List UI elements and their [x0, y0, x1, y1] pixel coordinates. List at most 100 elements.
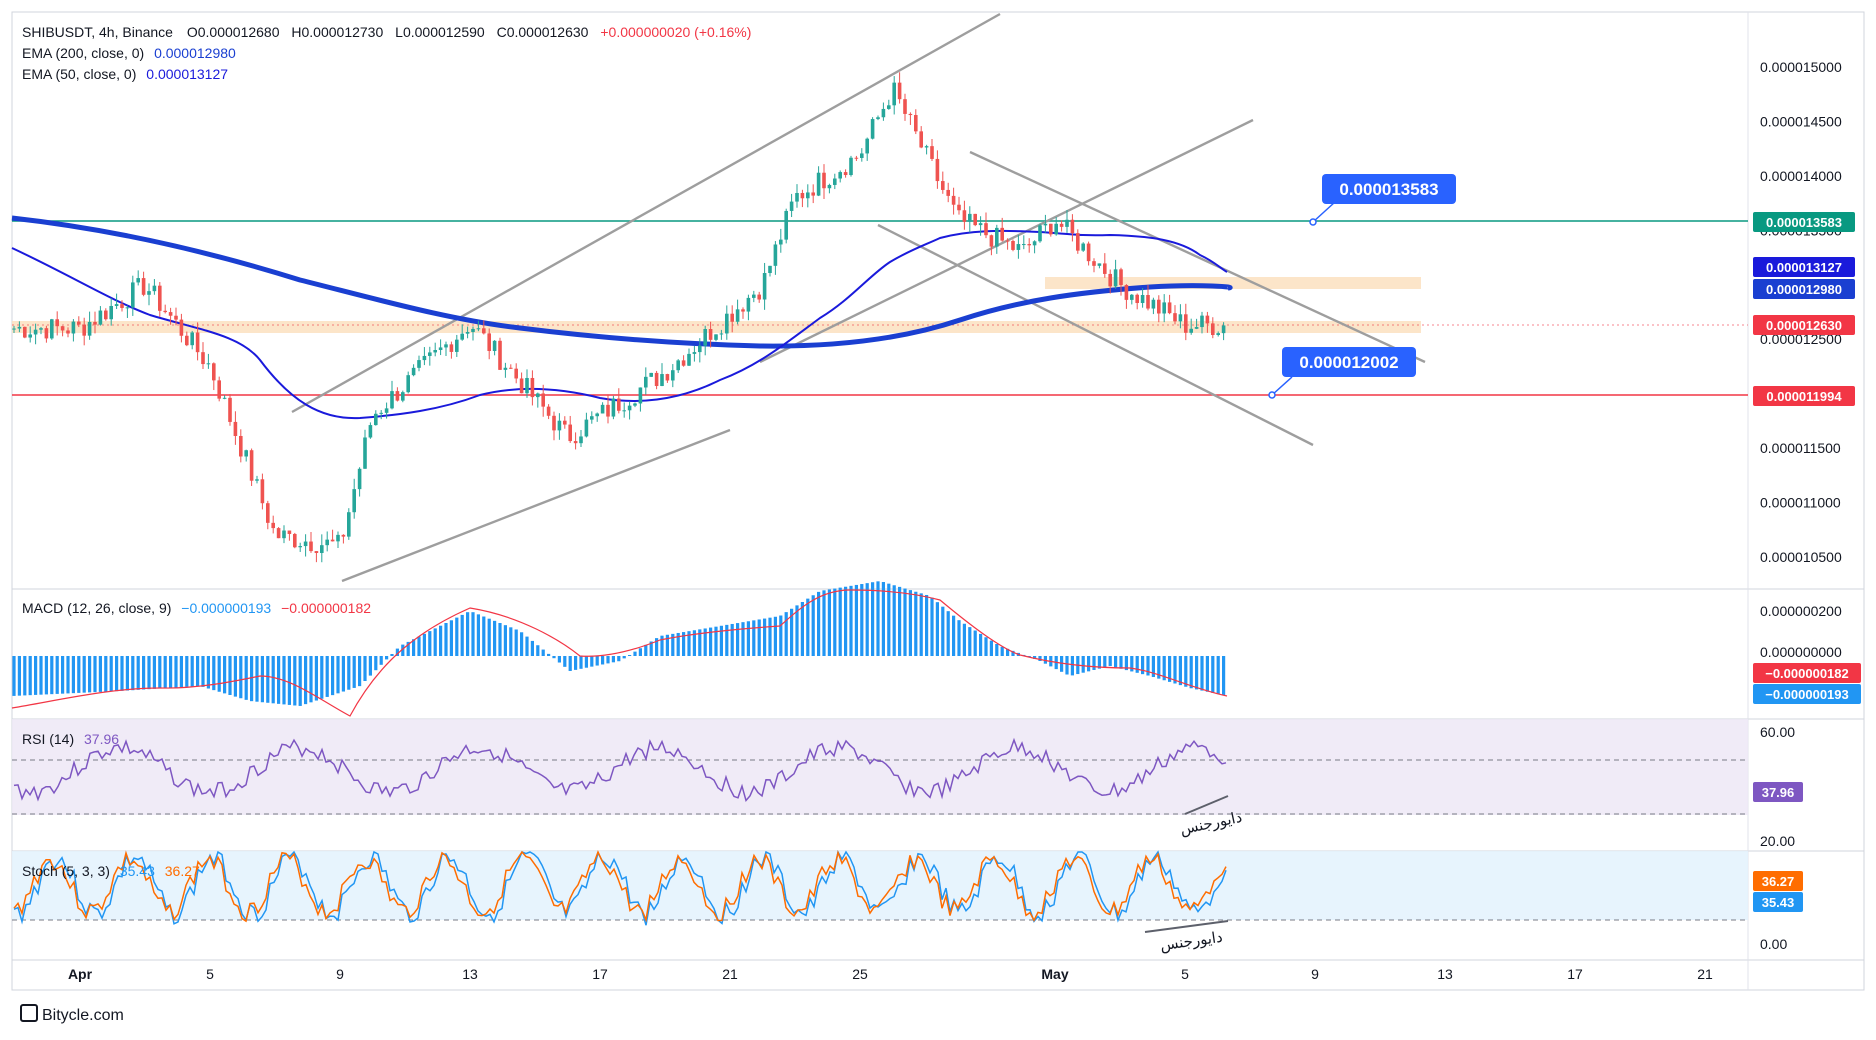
- macd-bar: [44, 656, 48, 695]
- macd-bar: [498, 623, 502, 656]
- macd-bar: [271, 656, 275, 704]
- legend-ema50: EMA (50, close, 0) 0.000013127: [22, 66, 228, 82]
- macd-bar: [471, 612, 475, 656]
- macd-bar: [158, 656, 162, 689]
- macd-bar: [752, 620, 756, 656]
- time-axis-label: 21: [1697, 966, 1713, 982]
- candle-body: [509, 367, 513, 369]
- callout-bottom[interactable]: 0.000012002: [1268, 347, 1416, 399]
- macd-bar: [493, 620, 497, 656]
- candle-body: [741, 309, 745, 312]
- macd-bar: [293, 656, 297, 706]
- candle-body: [735, 309, 740, 322]
- candle-body: [1135, 294, 1139, 304]
- candle-body: [552, 415, 556, 431]
- macd-bar: [892, 585, 896, 656]
- macd-bar: [919, 593, 923, 656]
- candle-body: [330, 539, 335, 542]
- candle-body: [433, 349, 437, 353]
- macd-bar: [287, 656, 291, 705]
- ema50-line: [11, 229, 1228, 420]
- macd-bar: [795, 605, 799, 656]
- candle-body: [28, 334, 32, 338]
- candle-body: [924, 146, 929, 148]
- candle-body: [239, 435, 243, 457]
- candle-body: [1130, 294, 1134, 300]
- candle-body: [914, 115, 918, 132]
- macd-bar: [82, 656, 86, 693]
- macd-bar: [1119, 656, 1123, 669]
- macd-bar: [1103, 656, 1107, 668]
- macd-bar: [709, 627, 713, 656]
- macd-bar: [466, 612, 470, 656]
- candle-body: [195, 332, 200, 353]
- macd-bar: [34, 656, 38, 695]
- callout-top[interactable]: 0.000013583: [1309, 174, 1456, 226]
- footer-brand[interactable]: Bitycle.com: [20, 1004, 124, 1025]
- macd-bar: [455, 617, 459, 656]
- macd-bar: [23, 656, 27, 696]
- macd-bar: [1027, 656, 1031, 657]
- candle-body: [325, 539, 329, 546]
- macd-bar: [871, 582, 875, 656]
- candle-body: [1022, 244, 1026, 246]
- macd-bar: [131, 656, 135, 691]
- macd-bar: [1070, 656, 1074, 676]
- candle-body: [163, 310, 167, 313]
- time-axis-label: May: [1041, 966, 1068, 982]
- macd-bar: [1135, 656, 1139, 673]
- candle-body: [692, 352, 697, 354]
- candle-body: [1011, 240, 1015, 250]
- stoch-k-line: [13, 849, 1227, 926]
- macd-bar: [514, 629, 518, 656]
- macd-bar: [50, 656, 54, 695]
- macd-bar: [185, 656, 189, 687]
- candle-body: [422, 355, 427, 361]
- macd-bar: [1178, 656, 1182, 686]
- candle-body: [546, 406, 551, 416]
- macd-bar: [66, 656, 70, 694]
- stoch-d-line: [13, 850, 1227, 923]
- macd-bar: [568, 656, 572, 671]
- macd-bar: [412, 639, 416, 656]
- falling-channel-top: [969, 150, 1426, 364]
- candle-body: [33, 329, 38, 335]
- candle-body: [1173, 313, 1177, 322]
- macd-axis-label-0: 0.000000200: [1760, 603, 1842, 619]
- price-axis-label: 0.000015000: [1760, 59, 1842, 75]
- candle-body: [1200, 315, 1204, 328]
- candle-body: [293, 533, 297, 548]
- macd-bar: [255, 656, 259, 702]
- rsi-axis-label-1: 20.00: [1760, 833, 1795, 849]
- candle-body: [638, 387, 643, 404]
- candle-body: [384, 408, 389, 413]
- macd-bar: [71, 656, 75, 694]
- candle-body: [1205, 315, 1210, 324]
- macd-bar: [1043, 656, 1047, 664]
- candle-body: [590, 416, 594, 420]
- macd-bar: [417, 636, 421, 656]
- macd-bar: [352, 656, 356, 688]
- candle-body: [908, 113, 913, 116]
- tag-stoch-k-text: 35.43: [1762, 895, 1795, 910]
- macd-bar: [860, 584, 864, 656]
- candle-body: [1113, 269, 1118, 287]
- macd-bar: [671, 633, 675, 656]
- macd-bar: [1184, 656, 1188, 687]
- macd-bar: [142, 656, 146, 690]
- macd-bar: [1108, 656, 1112, 667]
- macd-bar: [1033, 656, 1037, 659]
- candle-body: [784, 210, 788, 240]
- candle-body: [649, 372, 653, 377]
- candle-body: [201, 352, 205, 365]
- candle-body: [379, 412, 383, 414]
- candle-body: [563, 420, 567, 425]
- macd-bar: [574, 656, 578, 670]
- candle-body: [671, 370, 675, 381]
- candle-body: [568, 424, 572, 442]
- candle-body: [347, 512, 351, 537]
- candle-body: [487, 333, 491, 351]
- tag-macd-signal-text: −0.000000182: [1765, 666, 1849, 681]
- macd-bar: [1060, 656, 1064, 672]
